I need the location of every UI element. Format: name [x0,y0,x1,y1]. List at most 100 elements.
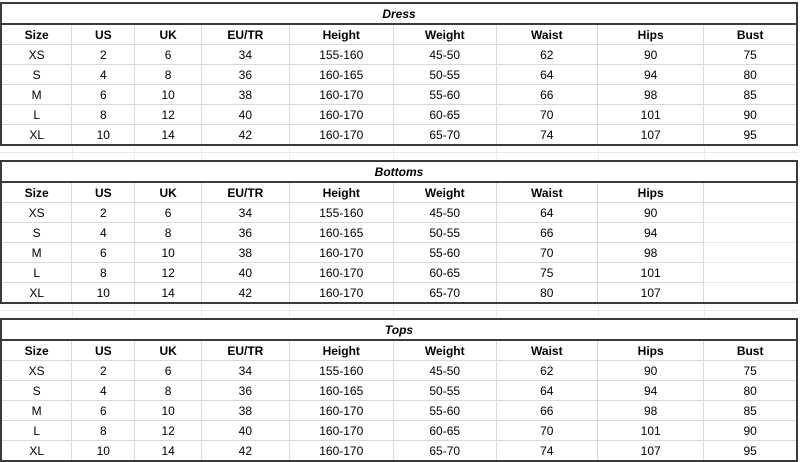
size-label-cell: M [1,84,72,105]
table-row: XL 10 14 42 160-170 65-70 80 107 [1,282,797,303]
faint-grid-line [0,152,798,153]
table-cell: 64 [495,64,598,85]
table-cell: 10 [134,84,202,105]
table-cell: 45-50 [392,202,497,223]
table-cell: 34 [201,202,290,223]
size-label-cell: S [1,222,72,243]
table-cell: 40 [201,420,290,441]
table-cell: 155-160 [288,44,394,65]
table-cell: 90 [597,202,704,223]
table-cell: 6 [134,360,202,381]
table-cell: 45-50 [392,360,497,381]
column-header-height: Height [288,340,394,361]
table-cell: 64 [495,202,598,223]
table-title-row: Tops [1,319,797,341]
table-title-tops: Tops [1,319,797,341]
table-cell: 101 [597,104,704,125]
size-label-cell: M [1,242,72,263]
column-header-size: Size [24,185,49,200]
column-header-height: Height [288,182,394,203]
table-cell: 50-55 [392,380,497,401]
table-cell: 160-165 [288,64,394,85]
table-cell: 70 [495,104,598,125]
table-cell: 4 [71,64,135,85]
table-title-dress: Dress [1,3,797,25]
faint-grid-line [598,304,599,318]
table-cell [703,242,797,263]
table-cell: 55-60 [392,242,497,263]
table-cell: 98 [597,242,704,263]
table-cell: 36 [201,222,290,243]
table-cell [703,222,797,243]
table-cell: 40 [201,262,290,283]
size-label-cell: XL [1,124,72,145]
table-cell: 66 [495,84,598,105]
table-cell: 60-65 [392,262,497,283]
table-cell: 50-55 [392,64,497,85]
table-cell: 4 [71,222,135,243]
table-row: L 8 12 40 160-170 60-65 70 101 90 [1,420,797,441]
table-cell: 70 [495,242,598,263]
column-header-waist: Waist [495,340,598,361]
table-cell: 80 [495,282,598,303]
table-cell: 2 [71,360,135,381]
faint-grid-line [496,304,497,318]
table-body: XS 2 6 34 155-160 45-50 64 90 S 4 8 36 160-165 50-55 6… [1,202,797,303]
table-cell: 55-60 [392,84,497,105]
table-cell: 160-170 [288,420,394,441]
table-header-row: Size US UK EU/TR Height Weight Waist Hips [1,182,797,203]
table-row: XS 2 6 34 155-160 45-50 62 90 75 [1,360,797,381]
faint-grid-line [598,146,599,160]
table-cell [703,282,797,303]
column-header-hips: Hips [597,340,704,361]
table-cell: 10 [71,440,135,461]
table-cell: 160-170 [288,262,394,283]
size-label-cell: S [1,64,72,85]
table-row: L 8 12 40 160-170 60-65 75 101 [1,262,797,283]
table-cell: 34 [201,360,290,381]
size-label-cell: XL [1,282,72,303]
size-label-cell: XS [1,202,72,223]
faint-grid-line [393,146,394,160]
faint-grid-line [134,146,135,160]
table-row: L 8 12 40 160-170 60-65 70 101 90 [1,104,797,125]
column-header-waist: Waist [495,182,598,203]
table-cell: 94 [597,222,704,243]
size-label-cell: M [1,400,72,421]
table-cell: 75 [703,360,797,381]
table-cell: 62 [495,44,598,65]
table-cell: 45-50 [392,44,497,65]
table-row: M 6 10 38 160-170 55-60 66 98 85 [1,84,797,105]
size-label-cell: XS [1,360,72,381]
table-cell: 60-65 [392,420,497,441]
table-cell: 101 [597,420,704,441]
table-cell: 98 [597,84,704,105]
table-cell: 64 [495,380,598,401]
table-cell: 8 [134,380,202,401]
table-cell: 90 [703,104,797,125]
table-cell: 62 [495,360,598,381]
column-header-weight: Weight [392,182,497,203]
size-label-cell: S [1,380,72,401]
column-header-waist: Waist [495,24,598,45]
table-cell: 65-70 [392,440,497,461]
size-chart-tops: Tops Size US UK EU/TR Height Weight Waist Hips B… [0,318,798,462]
faint-grid-line [393,304,394,318]
table-cell: 66 [495,222,598,243]
column-header-eu-tr: EU/TR [201,24,290,45]
table-cell: 14 [134,124,202,145]
table-cell: 98 [597,400,704,421]
size-chart-dress: Dress Size US UK EU/TR Height Weight Waist Hips… [0,2,798,146]
table-cell: 12 [134,104,202,125]
faint-grid-line [134,304,135,318]
table-cell: 160-170 [288,440,394,461]
table-cell: 65-70 [392,124,497,145]
table-title-row: Bottoms [1,161,797,183]
table-cell: 107 [597,282,704,303]
column-header-empty [703,182,797,203]
table-cell: 40 [201,104,290,125]
table-cell: 6 [134,202,202,223]
column-header-size: Size [24,343,49,358]
table-cell: 160-170 [288,282,394,303]
table-cell: 70 [495,420,598,441]
